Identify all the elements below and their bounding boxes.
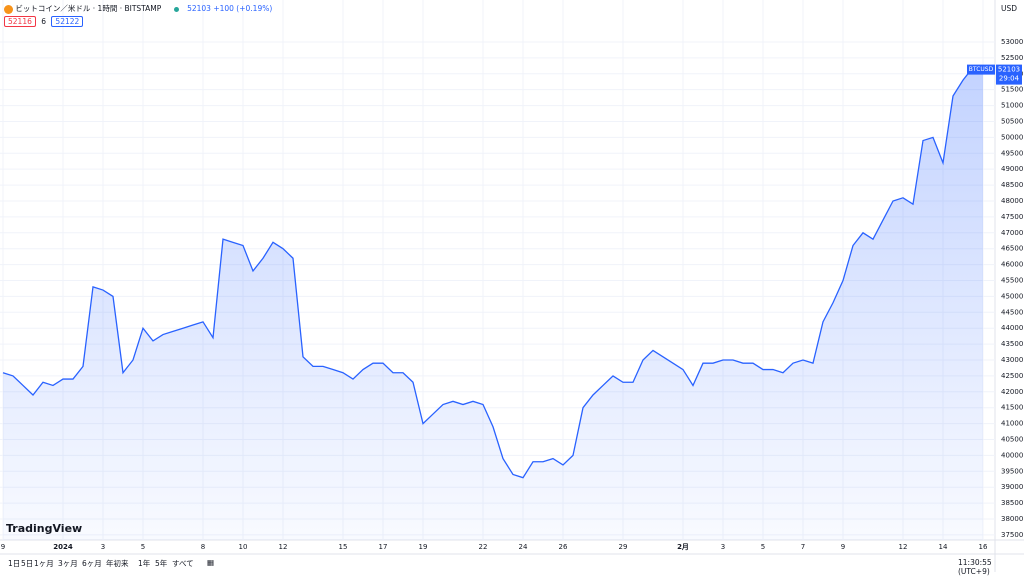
x-tick-label: 5 <box>761 543 765 551</box>
y-tick-label: 37500 <box>1001 531 1023 539</box>
symbol-tag <box>967 64 995 75</box>
bid-ask: 52116 6 52122 <box>4 16 84 27</box>
y-tick-label: 46000 <box>1001 261 1023 269</box>
bid[interactable]: 52116 <box>4 16 36 27</box>
y-tick-label: 39000 <box>1001 483 1023 491</box>
x-tick-label: 24 <box>519 543 528 551</box>
range-button[interactable]: 1日 <box>8 559 21 568</box>
y-tick-label: 48000 <box>1001 197 1023 205</box>
range-button[interactable]: 1ヶ月 <box>34 559 54 568</box>
range-button[interactable]: 1年 <box>138 559 151 568</box>
x-tick-label: 9 <box>841 543 845 551</box>
y-tick-label: 49500 <box>1001 149 1023 157</box>
y-tick-label: 39500 <box>1001 467 1023 475</box>
y-tick-label: 51500 <box>1001 86 1023 94</box>
x-tick-label: 12 <box>899 543 908 551</box>
x-tick-label: 29 <box>619 543 628 551</box>
coin-icon <box>4 4 13 14</box>
status-dot <box>173 6 179 12</box>
y-tick-label: 48500 <box>1001 181 1023 189</box>
x-tick-label: 8 <box>201 543 205 551</box>
range-button[interactable]: 6ヶ月 <box>82 559 102 568</box>
y-tick-label: 44500 <box>1001 308 1023 316</box>
change: +100 (+0.19%) <box>213 4 273 13</box>
price-line <box>2 66 984 479</box>
x-tick-label: 2024 <box>53 543 73 551</box>
x-tick-label: 26 <box>559 543 568 551</box>
y-tick-label: 43000 <box>1001 356 1023 364</box>
x-tick-label: 10 <box>239 543 248 551</box>
y-tick-label: 45500 <box>1001 276 1023 284</box>
symbol-row: ビットコイン／米ドル · 1時間 · BITSTAMP 52103 +100 (… <box>4 3 272 14</box>
price-tag <box>996 64 1022 85</box>
x-tick-label: 14 <box>939 543 948 551</box>
y-tick-label: 40500 <box>1001 436 1023 444</box>
x-tick-label: 5 <box>141 543 145 551</box>
ask[interactable]: 52122 <box>51 16 84 27</box>
y-tick-label: 42500 <box>1001 372 1023 380</box>
range-button[interactable]: 5日 <box>21 559 34 568</box>
x-tick-label: 3 <box>101 543 105 551</box>
range-button[interactable]: 年初来 <box>106 559 129 568</box>
y-tick-label: 46500 <box>1001 245 1023 253</box>
y-tick-label: 40000 <box>1001 451 1023 459</box>
range-button[interactable]: 3ヶ月 <box>58 559 78 568</box>
symbol[interactable]: ビットコイン／米ドル · 1時間 · BITSTAMP <box>15 4 162 13</box>
x-tick-label: 17 <box>379 543 388 551</box>
price-tag-label: 52103 <box>998 66 1020 74</box>
x-tick-label: 7 <box>801 543 805 551</box>
y-tick-label: 47000 <box>1001 229 1023 237</box>
y-tick-label: 47500 <box>1001 213 1023 221</box>
y-tick-label: 38000 <box>1001 515 1023 523</box>
range-button[interactable]: 5年 <box>155 559 168 568</box>
x-tick-label: 3 <box>721 543 725 551</box>
y-tick-label: 43500 <box>1001 340 1023 348</box>
countdown: 29:04 <box>999 75 1020 83</box>
calendar-icon[interactable]: ▦ <box>207 558 215 567</box>
x-tick-label: 2月 <box>677 543 689 551</box>
range-button[interactable]: すべて <box>172 559 194 568</box>
x-tick-label: 12 <box>279 543 288 551</box>
logo: TradingView <box>6 522 83 535</box>
x-tick-label: 19 <box>419 543 428 551</box>
y-tick-label: 50500 <box>1001 117 1023 125</box>
y-tick-label: 38500 <box>1001 499 1023 507</box>
x-tick-label: 16 <box>979 543 988 551</box>
last-price: 52103 <box>187 4 211 13</box>
y-tick-label: 51000 <box>1001 102 1023 110</box>
spread: 6 <box>41 17 47 26</box>
y-tick-label: 52500 <box>1001 54 1023 62</box>
x-tick-label: 22 <box>479 543 488 551</box>
y-tick-label: 41500 <box>1001 404 1023 412</box>
y-tick-label: 50000 <box>1001 133 1023 141</box>
currency[interactable]: USD <box>1001 4 1018 13</box>
y-tick-label: 53000 <box>1001 38 1023 46</box>
x-tick-label: 15 <box>339 543 348 551</box>
clock: 11:30:55 (UTC+9) <box>958 558 992 576</box>
y-tick-label: 44000 <box>1001 324 1023 332</box>
symbol-tag-label: BTCUSD <box>969 66 994 73</box>
y-tick-label: 49000 <box>1001 165 1023 173</box>
x-tick-label: 9 <box>1 543 5 551</box>
y-tick-label: 41000 <box>1001 420 1023 428</box>
y-tick-label: 42000 <box>1001 388 1023 396</box>
y-tick-label: 45000 <box>1001 292 1023 300</box>
area-fill <box>3 67 983 540</box>
